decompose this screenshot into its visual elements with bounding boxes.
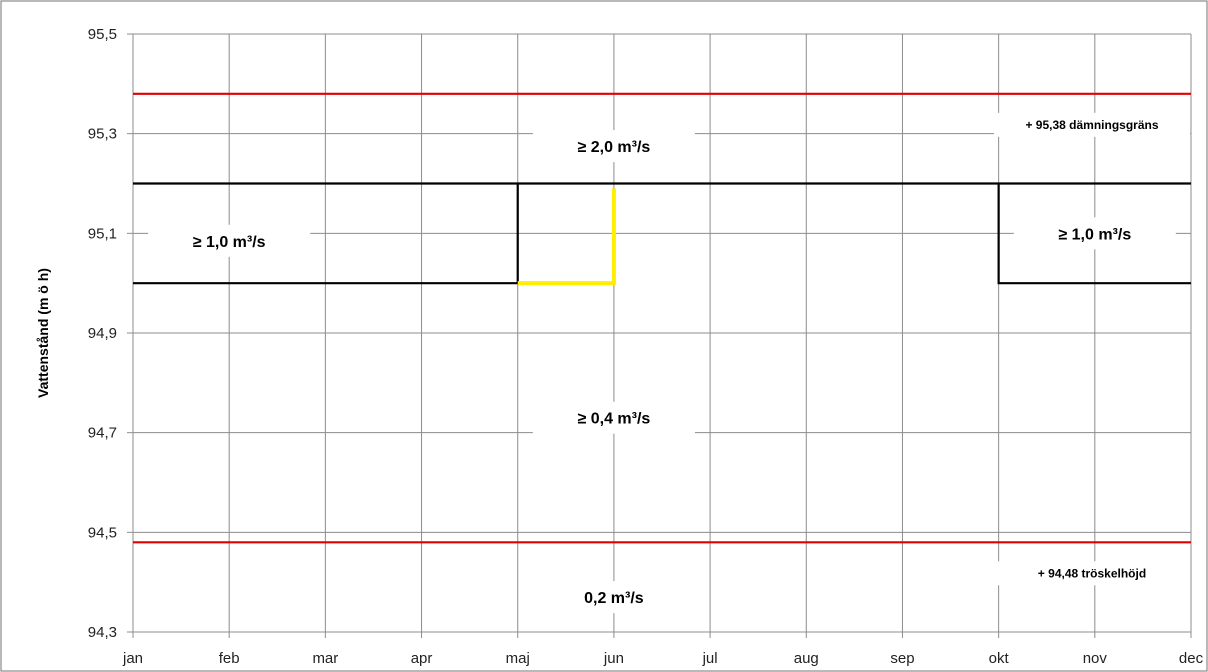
reference-label-bg: [994, 112, 1190, 137]
y-tick-label: 95,1: [88, 225, 117, 242]
x-tick-label: jan: [122, 650, 143, 667]
x-tick-label: apr: [411, 650, 433, 667]
zone-label-bg: [1013, 217, 1176, 250]
zone-label-bg: [532, 401, 695, 434]
x-tick-label: jul: [702, 650, 718, 667]
x-tick-label: jun: [603, 650, 624, 667]
x-tick-label: okt: [989, 650, 1010, 667]
zone-label-bg: [532, 581, 695, 614]
x-tick-label: dec: [1179, 650, 1204, 667]
reference-label: + 94,48 tröskelhöjd: [1038, 566, 1146, 580]
x-tick-label: aug: [794, 650, 819, 667]
zone-label: ≥ 1,0 m³/s: [193, 234, 266, 251]
y-axis-title: Vattenstånd (m ö h): [35, 268, 51, 398]
y-tick-label: 94,5: [88, 524, 117, 541]
x-tick-label: sep: [890, 650, 914, 667]
zone-label: ≥ 0,4 m³/s: [578, 411, 651, 428]
zone-label-bg: [148, 224, 311, 257]
reference-label-bg: [994, 561, 1190, 586]
y-tick-label: 95,3: [88, 126, 117, 143]
highlight-series-line: [517, 188, 616, 286]
zone-label-bg: [532, 130, 695, 163]
zone-label: 0,2 m³/s: [584, 590, 644, 607]
zone-label: ≥ 1,0 m³/s: [1058, 226, 1131, 243]
zone-label: ≥ 2,0 m³/s: [578, 139, 651, 156]
y-tick-label: 94,3: [88, 624, 117, 641]
series-line: [997, 183, 1191, 285]
x-tick-label: feb: [219, 650, 240, 667]
y-tick-label: 94,7: [88, 425, 117, 442]
x-tick-label: maj: [506, 650, 530, 667]
reference-label: + 95,38 dämningsgräns: [1025, 118, 1158, 132]
y-tick-label: 95,5: [88, 26, 117, 43]
x-tick-label: nov: [1083, 650, 1108, 667]
y-tick-label: 94,9: [88, 325, 117, 342]
x-tick-label: mar: [312, 650, 338, 667]
